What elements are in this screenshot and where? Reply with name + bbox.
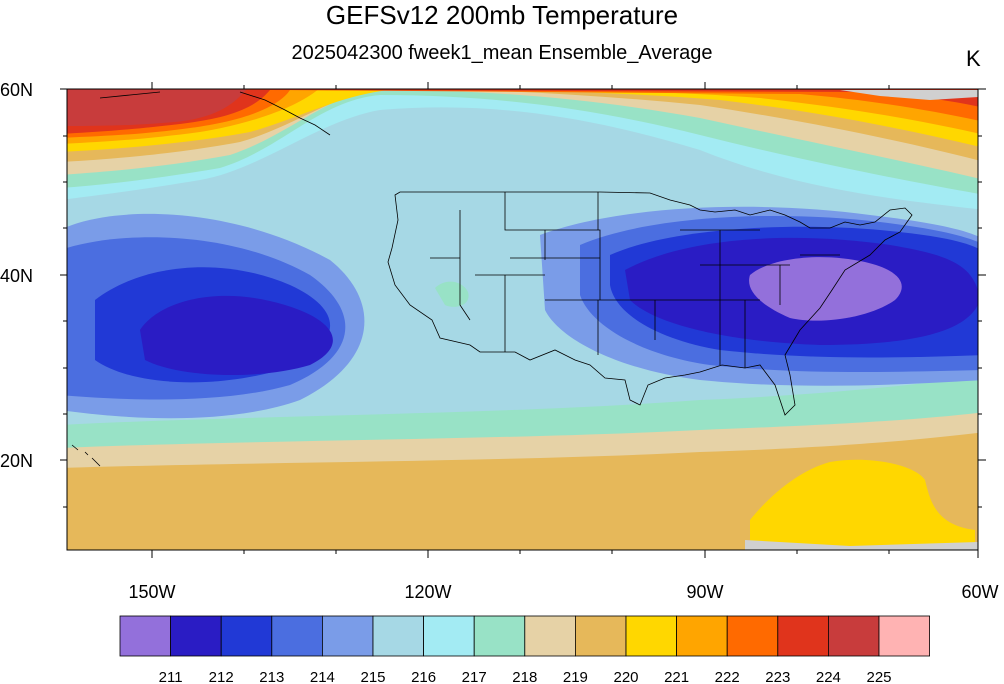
- map-title: GEFSv12 200mb Temperature: [325, 0, 679, 30]
- lon-label-90w: 90W: [686, 582, 723, 602]
- state-lines: [430, 192, 840, 368]
- colorbar-swatch: [170, 615, 222, 657]
- colorbar-label: 215: [360, 669, 385, 684]
- colorbar-swatch: [828, 615, 880, 657]
- colorbar-label: 219: [563, 669, 588, 684]
- colorbar-swatch: [372, 615, 424, 657]
- temperature-field: [67, 89, 978, 550]
- lon-label-60w: 60W: [961, 582, 998, 602]
- field-221: [750, 459, 975, 550]
- colorbar-swatch: [777, 615, 829, 657]
- alaska-coast: [99, 91, 331, 136]
- colorbar-label: 225: [866, 669, 891, 684]
- colorbar-label: 217: [462, 669, 487, 684]
- colorbar-label: 218: [512, 669, 537, 684]
- conus-outline: [387, 191, 913, 416]
- colorbar-swatch: [119, 615, 171, 657]
- colorbar-label: 221: [664, 669, 689, 684]
- colorbar-label: 222: [715, 669, 740, 684]
- field-221-north: [67, 89, 978, 152]
- colorbar-label: 212: [209, 669, 234, 684]
- land-patch: [745, 540, 978, 550]
- axis-ticks: [60, 82, 986, 558]
- colorbar-label: 224: [816, 669, 841, 684]
- colorbar-swatch: [473, 615, 526, 657]
- colorbar-label: 214: [310, 669, 335, 684]
- colorbar-label: 223: [765, 669, 790, 684]
- political-borders: [71, 91, 913, 467]
- lon-label-120w: 120W: [404, 582, 451, 602]
- colorbar-swatch: [321, 615, 374, 657]
- colorbar-label: 216: [411, 669, 436, 684]
- field-225: [67, 89, 247, 126]
- lon-label-150w: 150W: [128, 582, 175, 602]
- map-subtitle: 2025042300 fweek1_mean Ensemble_Average: [291, 42, 713, 64]
- colorbar-swatch: [524, 615, 576, 657]
- hawaii-outline: [71, 444, 101, 467]
- field-212-pacific: [140, 295, 333, 376]
- lat-label-40n: 40N: [0, 266, 33, 286]
- colorbar-swatch: [625, 615, 677, 657]
- colorbar-swatch: [575, 615, 627, 657]
- lat-label-20n: 20N: [0, 451, 33, 471]
- field-222: [67, 89, 978, 144]
- colorbar: 211 212 213 214 215 216 217 218 219 220 221 222 223 2…: [119, 615, 930, 684]
- colorbar-swatch: [271, 615, 323, 657]
- map-frame: [66, 88, 979, 551]
- colorbar-swatch: [676, 615, 728, 657]
- colorbar-swatch: [726, 615, 779, 657]
- colorbar-swatch: [423, 615, 475, 657]
- colorbar-swatch: [878, 615, 930, 657]
- colorbar-swatch: [220, 615, 273, 657]
- colorbar-label: 220: [613, 669, 638, 684]
- colorbar-label: 213: [259, 669, 284, 684]
- field-211-east: [749, 257, 902, 321]
- lat-label-60n: 60N: [0, 80, 33, 100]
- colorbar-label: 211: [159, 669, 183, 684]
- units-label: K: [966, 46, 981, 71]
- land-patch: [840, 90, 978, 100]
